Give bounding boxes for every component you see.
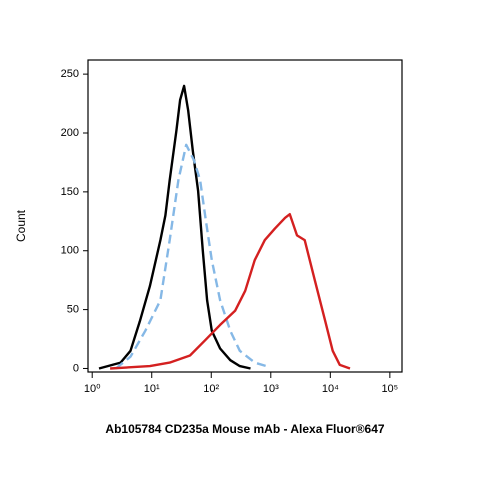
y-axis-title: Count bbox=[14, 209, 28, 242]
plot-frame bbox=[87, 59, 403, 373]
histogram-line bbox=[110, 213, 351, 370]
x-tick-label: 10¹ bbox=[144, 383, 160, 395]
y-tick-label: 50 bbox=[67, 304, 79, 316]
x-axis-title: Ab105784 CD235a Mouse mAb - Alexa Fluor®… bbox=[105, 422, 384, 436]
x-tick-label: 10⁴ bbox=[322, 383, 339, 395]
histogram-line bbox=[98, 84, 251, 370]
x-tick-label: 10³ bbox=[263, 383, 279, 395]
histogram-line bbox=[115, 143, 271, 370]
x-tick-label: 10² bbox=[203, 383, 219, 395]
x-tick-label: 10⁰ bbox=[84, 383, 101, 395]
y-tick-label: 150 bbox=[61, 186, 79, 198]
x-tick-label: 10⁵ bbox=[381, 383, 398, 395]
y-tick-label: 200 bbox=[61, 127, 79, 139]
y-tick-label: 0 bbox=[73, 362, 79, 374]
y-tick-label: 250 bbox=[61, 68, 79, 80]
y-tick-label: 100 bbox=[61, 245, 79, 257]
